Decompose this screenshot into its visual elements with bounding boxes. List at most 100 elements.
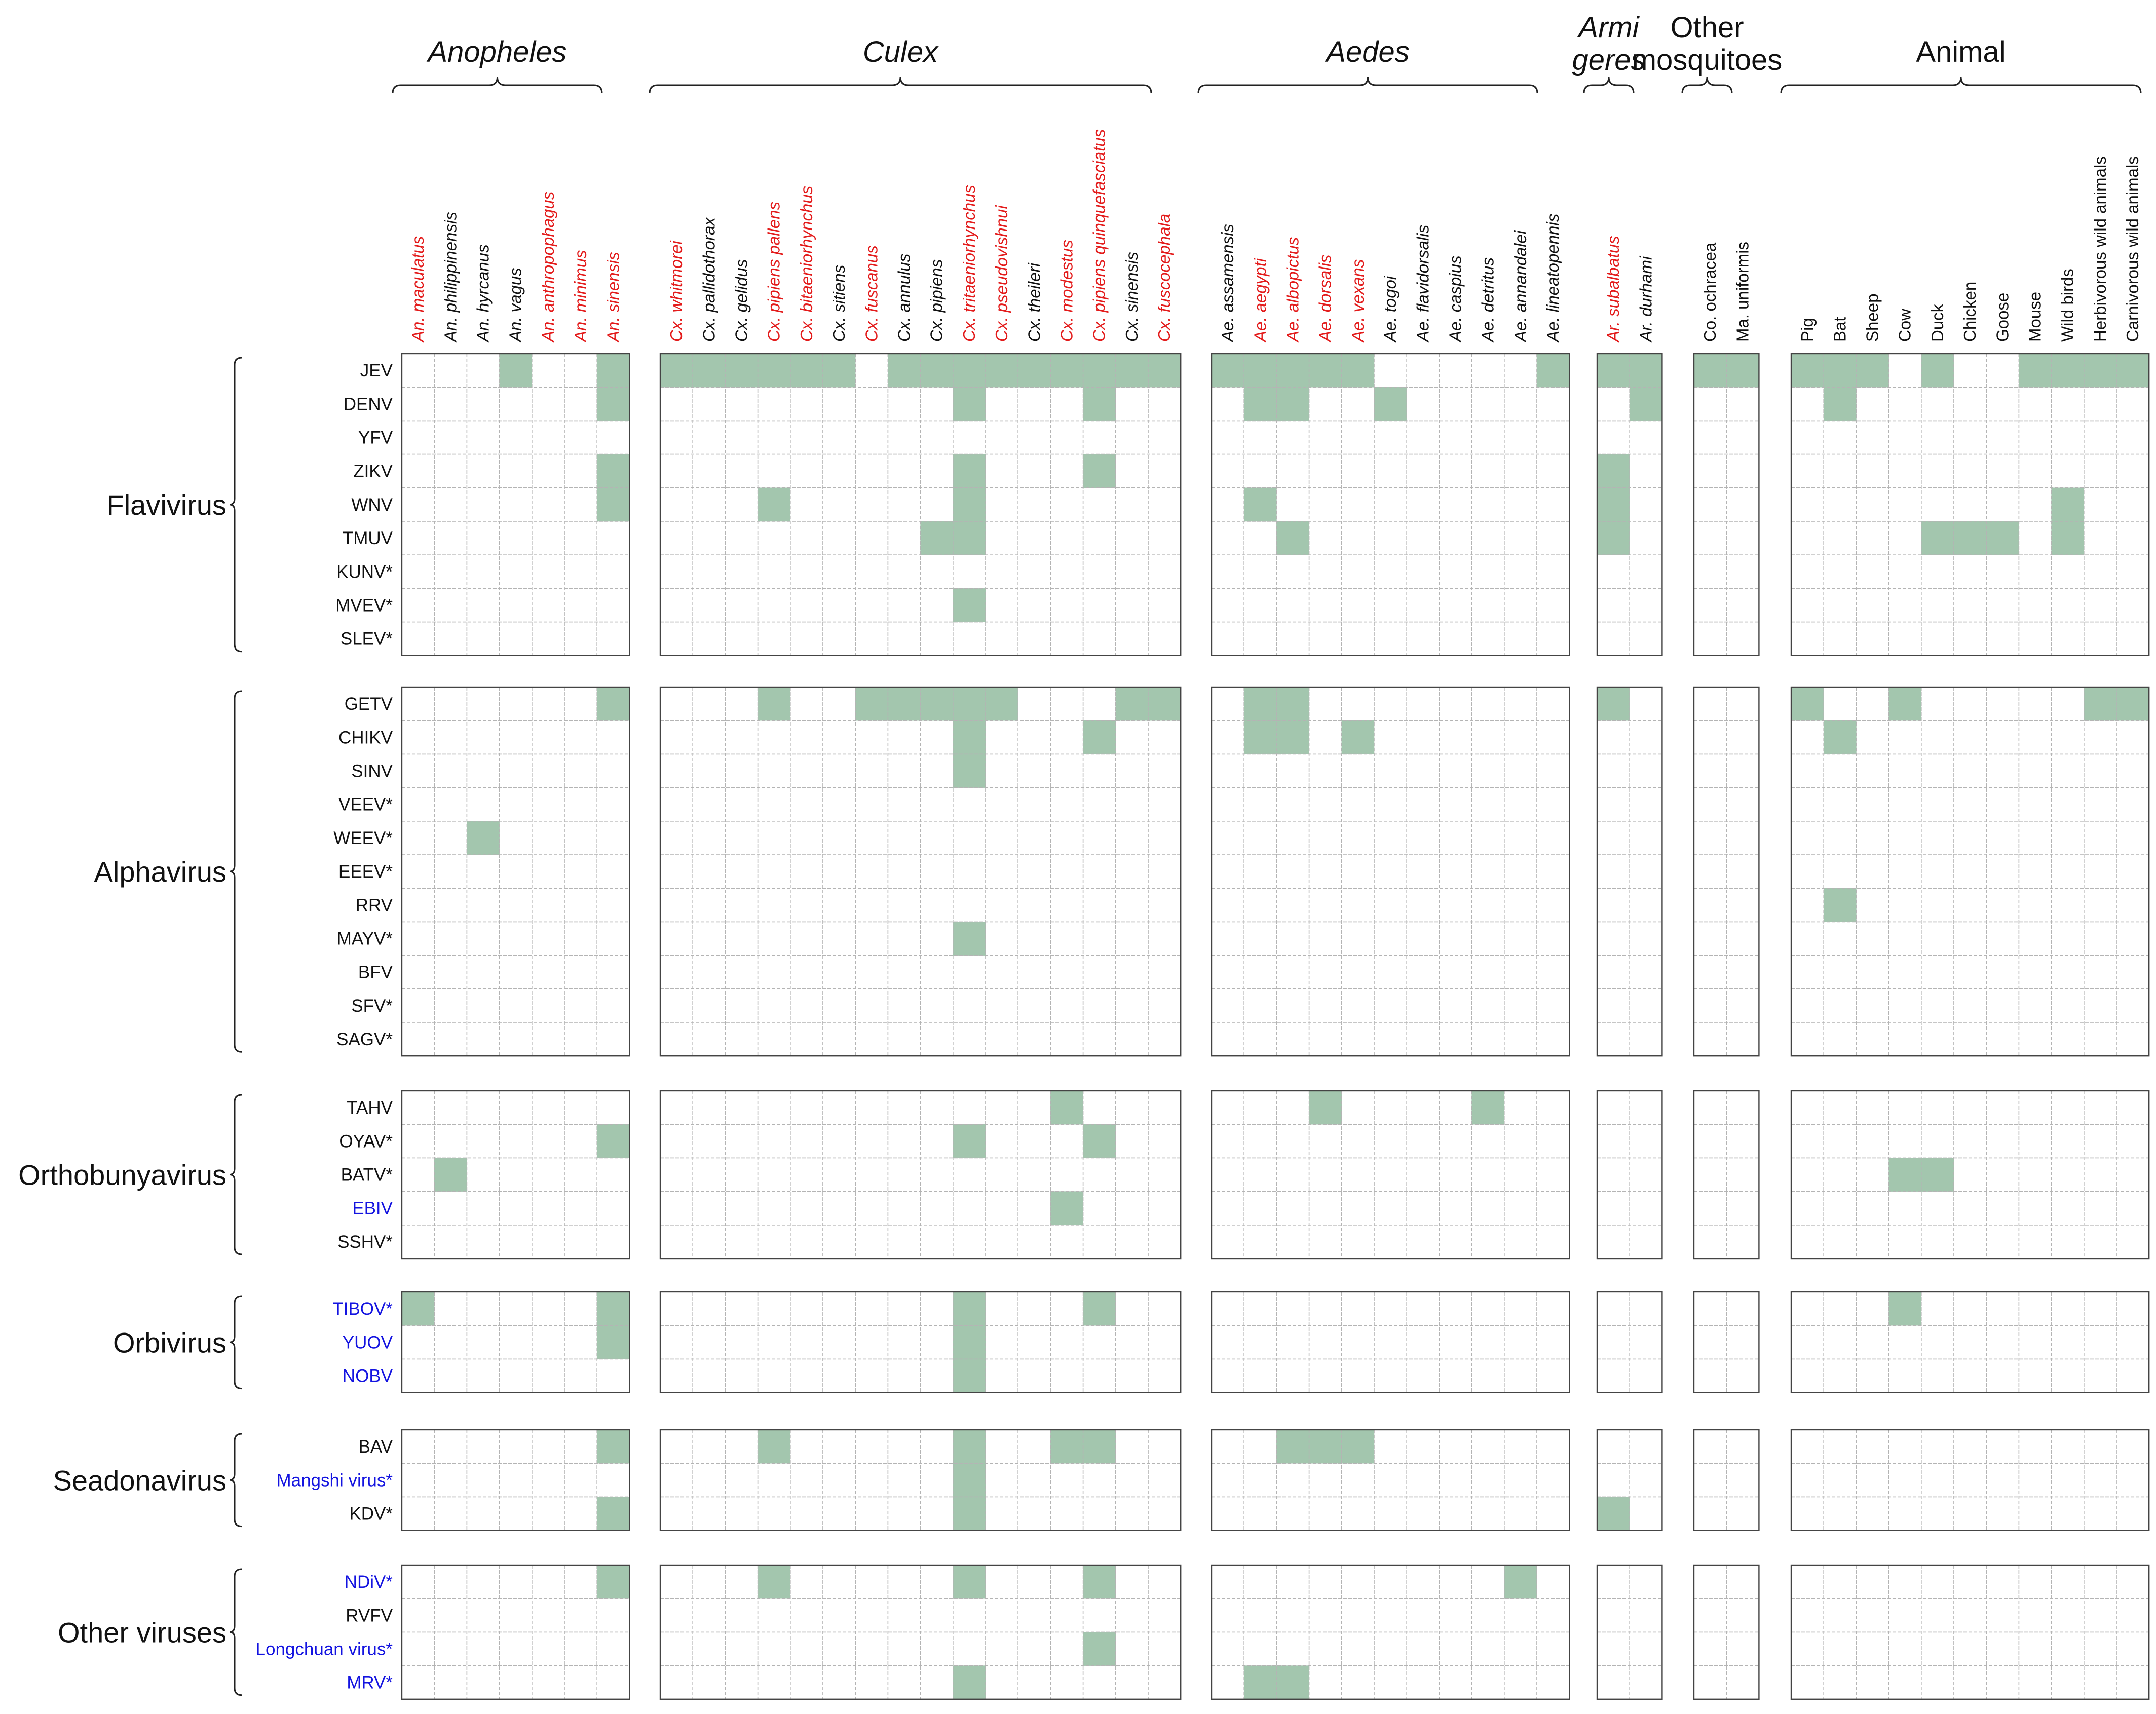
block-border-orthobunyavirus-2 bbox=[1211, 1090, 1570, 1260]
column-label-ar-subalbatus: Ar. subalbatus bbox=[1604, 236, 1622, 343]
filled-cell-getv-an-sinensis bbox=[596, 687, 630, 721]
filled-cell-tahv-cx-modestus bbox=[1050, 1090, 1083, 1125]
filled-cell-denv-cx-pipiens-quinquefasciatus bbox=[1083, 387, 1116, 421]
block-border-orbivirus-4 bbox=[1693, 1291, 1760, 1393]
filled-cell-getv-cx-fuscanus bbox=[855, 687, 888, 721]
column-label-ae-aegypti: Ae. aegypti bbox=[1251, 257, 1269, 343]
filled-cell-tmuv-cx-pipiens bbox=[920, 521, 954, 555]
column-label-cx-whitmorei: Cx. whitmorei bbox=[667, 240, 686, 342]
filled-cell-oyav-cx-tritaeniorhynchus bbox=[953, 1124, 986, 1158]
row-group-brace-orthobunyavirus bbox=[229, 1094, 242, 1255]
column-label-cx-sitiens: Cx. sitiens bbox=[829, 265, 848, 342]
row-label-mvev: MVEV* bbox=[335, 596, 393, 616]
row-label-batv: BATV* bbox=[341, 1165, 393, 1185]
column-label-ae-albopictus: Ae. albopictus bbox=[1283, 237, 1302, 343]
column-group-brace-1 bbox=[649, 77, 1152, 94]
filled-cell-tmuv-wild-birds bbox=[2051, 521, 2085, 555]
row-label-sagv: SAGV* bbox=[336, 1030, 393, 1049]
filled-cell-jev-ae-assamensis bbox=[1211, 353, 1244, 388]
block-border-alphavirus-5 bbox=[1790, 686, 2150, 1057]
column-group-label-geres: geres bbox=[1572, 44, 1645, 77]
block-border-orthobunyavirus-4 bbox=[1693, 1090, 1760, 1260]
filled-cell-zikv-cx-tritaeniorhynchus bbox=[953, 454, 986, 488]
filled-cell-wnv-ae-aegypti bbox=[1243, 487, 1277, 522]
filled-cell-tibov-an-maculatus bbox=[401, 1291, 435, 1326]
block-border-seadonavirus-3 bbox=[1596, 1429, 1663, 1531]
column-label-ar-durhami: Ar. durhami bbox=[1636, 255, 1655, 343]
filled-cell-jev-ar-subalbatus bbox=[1597, 353, 1630, 388]
block-border-flavivirus-1 bbox=[659, 353, 1182, 656]
column-group-brace-3 bbox=[1583, 77, 1635, 94]
cell-layer bbox=[401, 353, 2149, 1700]
filled-cell-bav-cx-tritaeniorhynchus bbox=[953, 1429, 986, 1464]
row-label-getv: GETV bbox=[345, 694, 393, 714]
filled-cell-chikv-ae-albopictus bbox=[1276, 720, 1309, 754]
filled-cell-kdv-ar-subalbatus bbox=[1597, 1497, 1630, 1531]
filled-cell-jev-cx-fuscocephala bbox=[1148, 353, 1181, 388]
block-border-orthobunyavirus-5 bbox=[1790, 1090, 2150, 1260]
column-label-co-ochracea: Co. ochracea bbox=[1700, 242, 1719, 342]
block-border-orbivirus-5 bbox=[1790, 1291, 2150, 1393]
filled-cell-jev-carnivorous-wild-animals bbox=[2116, 353, 2149, 388]
row-label-tibov: TIBOV* bbox=[332, 1299, 393, 1319]
filled-cell-denv-ae-togoi bbox=[1374, 387, 1407, 421]
row-label-tmuv: TMUV bbox=[343, 528, 393, 548]
column-label-ae-caspius: Ae. caspius bbox=[1446, 255, 1465, 343]
row-label-ebiv: EBIV bbox=[352, 1199, 393, 1218]
filled-cell-getv-cx-pipiens bbox=[920, 687, 954, 721]
filled-cell-mrv-cx-tritaeniorhynchus bbox=[953, 1665, 986, 1700]
filled-cell-tahv-ae-dorsalis bbox=[1309, 1090, 1342, 1125]
row-label-tahv: TAHV bbox=[347, 1098, 393, 1118]
row-label-nobv: NOBV bbox=[343, 1366, 393, 1386]
filled-cell-tibov-cow bbox=[1888, 1291, 1922, 1326]
row-label-layer: JEV DENV YFV ZIKV WNV TMUV KUNV* MVEV* SLEV* GETV… bbox=[256, 361, 393, 1693]
block-border-other-viruses-5 bbox=[1790, 1564, 2150, 1700]
column-group-label-other: Other bbox=[1670, 11, 1744, 44]
row-label-rrv: RRV bbox=[356, 895, 393, 915]
filled-cell-mrv-ae-albopictus bbox=[1276, 1665, 1309, 1700]
filled-cell-ndiv-cx-tritaeniorhynchus bbox=[953, 1565, 986, 1599]
column-label-cx-gelidus: Cx. gelidus bbox=[732, 259, 751, 342]
filled-cell-jev-cx-bitaeniorhynchus bbox=[790, 353, 823, 388]
filled-cell-jev-bat bbox=[1823, 353, 1857, 388]
column-label-cx-tritaeniorhynchus: Cx. tritaeniorhynchus bbox=[960, 185, 978, 342]
filled-cell-getv-cx-annulus bbox=[888, 687, 921, 721]
column-label-an-minimus: An. minimus bbox=[571, 250, 590, 343]
row-label-yfv: YFV bbox=[358, 428, 393, 448]
filled-cell-ebiv-cx-modestus bbox=[1050, 1191, 1083, 1226]
filled-cell-jev-cx-pipiens bbox=[920, 353, 954, 388]
block-border-other-viruses-3 bbox=[1596, 1564, 1663, 1700]
row-label-rvfv: RVFV bbox=[346, 1606, 393, 1625]
filled-cell-wnv-wild-birds bbox=[2051, 487, 2085, 522]
filled-cell-jev-duck bbox=[1921, 353, 1954, 388]
block-border-seadonavirus-1 bbox=[659, 1429, 1182, 1531]
block-border-seadonavirus-0 bbox=[401, 1429, 630, 1531]
column-label-herbivorous-wild-animals: Herbivorous wild animals bbox=[2091, 156, 2109, 342]
column-label-ae-detritus: Ae. detritus bbox=[1479, 257, 1497, 343]
filled-cell-jev-cx-gelidus bbox=[725, 353, 758, 388]
filled-cell-jev-mouse bbox=[2019, 353, 2052, 388]
filled-cell-denv-cx-tritaeniorhynchus bbox=[953, 387, 986, 421]
block-border-alphavirus-3 bbox=[1596, 686, 1663, 1057]
column-label-cx-pipiens: Cx. pipiens bbox=[927, 259, 946, 342]
filled-cell-tibov-cx-pipiens-quinquefasciatus bbox=[1083, 1291, 1116, 1326]
filled-cell-getv-herbivorous-wild-animals bbox=[2084, 687, 2117, 721]
filled-cell-kdv-cx-tritaeniorhynchus bbox=[953, 1497, 986, 1531]
column-label-an-sinensis: An. sinensis bbox=[603, 252, 622, 343]
filled-cell-oyav-cx-pipiens-quinquefasciatus bbox=[1083, 1124, 1116, 1158]
row-label-wnv: WNV bbox=[351, 495, 393, 515]
row-group-brace-seadonavirus bbox=[229, 1433, 242, 1528]
column-label-cx-modestus: Cx. modestus bbox=[1057, 240, 1076, 342]
column-label-duck: Duck bbox=[1928, 303, 1947, 342]
filled-cell-tmuv-duck bbox=[1921, 521, 1954, 555]
filled-cell-chikv-ae-aegypti bbox=[1243, 720, 1277, 754]
filled-cell-jev-sheep bbox=[1856, 353, 1889, 388]
column-label-an-anthropophagus: An. anthropophagus bbox=[539, 192, 557, 343]
filled-cell-ndiv-an-sinensis bbox=[596, 1565, 630, 1599]
block-border-orthobunyavirus-0 bbox=[401, 1090, 630, 1260]
block-border-alphavirus-2 bbox=[1211, 686, 1570, 1057]
filled-cell-jev-cx-sitiens bbox=[822, 353, 856, 388]
column-label-cow: Cow bbox=[1896, 309, 1914, 342]
filled-cell-jev-cx-pipiens-pallens bbox=[758, 353, 791, 388]
column-label-an-hyrcanus: An. hyrcanus bbox=[474, 244, 493, 343]
